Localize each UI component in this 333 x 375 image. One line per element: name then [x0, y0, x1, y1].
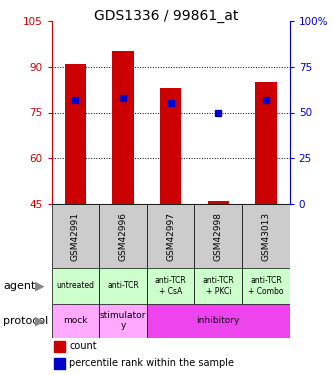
- Text: GSM42996: GSM42996: [119, 212, 128, 261]
- Bar: [99, 204, 147, 268]
- Text: agent: agent: [3, 281, 36, 291]
- Text: GSM42991: GSM42991: [71, 212, 80, 261]
- Bar: [255, 82, 277, 204]
- Bar: [54, 341, 65, 352]
- Text: anti-TCR
+ PKCi: anti-TCR + PKCi: [202, 276, 234, 296]
- Bar: [194, 268, 242, 304]
- Text: stimulator
y: stimulator y: [100, 311, 146, 330]
- Bar: [52, 204, 99, 268]
- Text: anti-TCR: anti-TCR: [107, 281, 139, 290]
- Text: inhibitory: inhibitory: [196, 316, 240, 325]
- Text: anti-TCR
+ Combo: anti-TCR + Combo: [248, 276, 284, 296]
- Bar: [147, 204, 194, 268]
- Text: GSM43013: GSM43013: [261, 211, 270, 261]
- Bar: [207, 201, 229, 204]
- Bar: [242, 204, 290, 268]
- Bar: [52, 304, 99, 338]
- Text: GDS1336 / 99861_at: GDS1336 / 99861_at: [94, 9, 239, 23]
- Text: ▶: ▶: [35, 279, 45, 292]
- Text: GSM42997: GSM42997: [166, 212, 175, 261]
- Text: count: count: [70, 342, 97, 351]
- Text: untreated: untreated: [56, 281, 95, 290]
- Bar: [147, 268, 194, 304]
- Bar: [194, 204, 242, 268]
- Bar: [52, 268, 99, 304]
- Bar: [242, 268, 290, 304]
- Text: anti-TCR
+ CsA: anti-TCR + CsA: [155, 276, 186, 296]
- Bar: [99, 304, 147, 338]
- Bar: [112, 51, 134, 204]
- Text: GSM42998: GSM42998: [214, 212, 223, 261]
- Text: ▶: ▶: [35, 314, 45, 327]
- Bar: [65, 63, 86, 204]
- Text: mock: mock: [63, 316, 88, 325]
- Bar: [54, 358, 65, 369]
- Bar: [160, 88, 181, 204]
- Bar: [147, 304, 290, 338]
- Bar: [99, 268, 147, 304]
- Text: protocol: protocol: [3, 316, 49, 326]
- Text: percentile rank within the sample: percentile rank within the sample: [70, 358, 234, 368]
